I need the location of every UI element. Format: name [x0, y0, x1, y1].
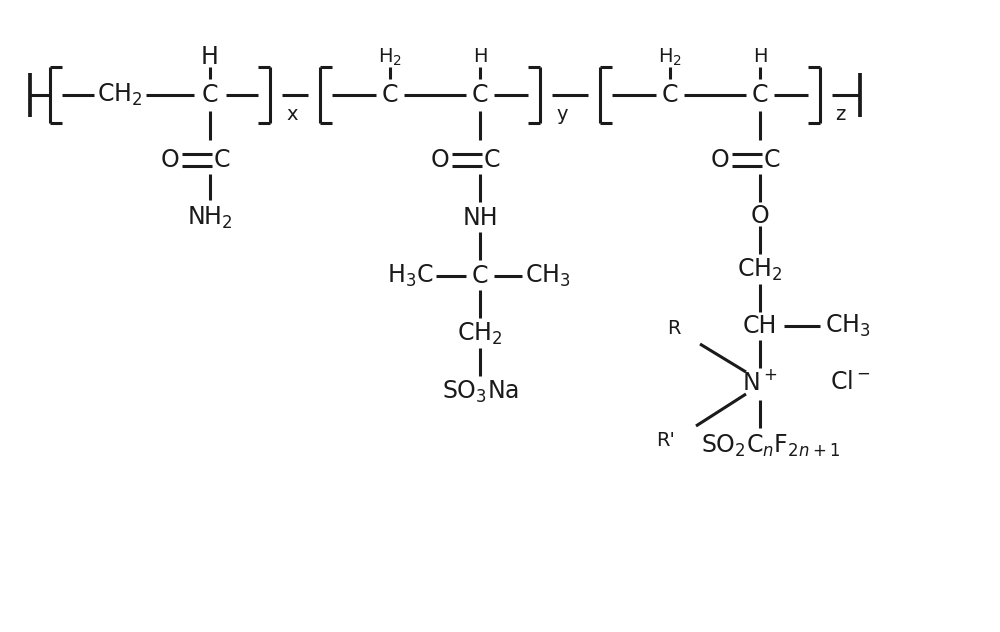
Text: C: C	[752, 83, 768, 107]
Text: SO$_2$C$_n$F$_{2n+1}$: SO$_2$C$_n$F$_{2n+1}$	[701, 433, 839, 459]
Text: NH: NH	[462, 206, 498, 230]
Text: SO$_3$Na: SO$_3$Na	[442, 379, 518, 405]
Text: H: H	[201, 45, 219, 69]
Text: z: z	[835, 106, 845, 125]
Text: N$^+$: N$^+$	[742, 370, 778, 394]
Text: C: C	[662, 83, 678, 107]
Text: C: C	[484, 148, 500, 172]
Text: CH$_3$: CH$_3$	[825, 313, 871, 339]
Text: R': R'	[657, 430, 675, 449]
Text: x: x	[286, 106, 298, 125]
Text: Cl$^-$: Cl$^-$	[830, 370, 870, 394]
Text: CH$_2$: CH$_2$	[457, 321, 503, 347]
Text: H: H	[753, 47, 767, 66]
Text: H$_2$: H$_2$	[378, 46, 402, 68]
Text: NH$_2$: NH$_2$	[187, 205, 233, 231]
Text: H: H	[473, 47, 487, 66]
Text: C: C	[214, 148, 230, 172]
Text: y: y	[556, 106, 568, 125]
Text: H$_2$: H$_2$	[658, 46, 682, 68]
Text: O: O	[161, 148, 179, 172]
Text: H$_3$C: H$_3$C	[387, 263, 433, 289]
Text: O: O	[431, 148, 449, 172]
Text: C: C	[202, 83, 218, 107]
Text: CH$_2$: CH$_2$	[737, 257, 783, 283]
Text: CH$_2$: CH$_2$	[97, 82, 143, 108]
Text: CH$_3$: CH$_3$	[525, 263, 571, 289]
Text: C: C	[472, 264, 488, 288]
Text: R: R	[667, 319, 681, 337]
Text: C: C	[382, 83, 398, 107]
Text: CH: CH	[743, 314, 777, 338]
Text: C: C	[764, 148, 780, 172]
Text: O: O	[751, 204, 769, 228]
Text: O: O	[711, 148, 729, 172]
Text: C: C	[472, 83, 488, 107]
